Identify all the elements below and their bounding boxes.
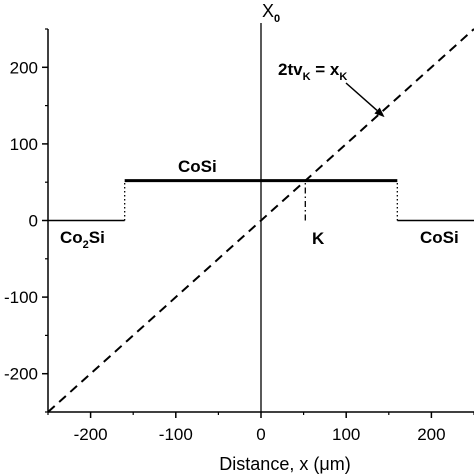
x-tick-label: -200 [74, 425, 108, 444]
y-tick-label: -100 [4, 288, 38, 307]
y-tick-label: 200 [10, 58, 38, 77]
top-x0-label: X0 [262, 1, 280, 25]
top-x0-sub: 0 [274, 13, 280, 25]
annotation-arrow [345, 82, 378, 112]
x-tick-label: 0 [256, 425, 265, 444]
eq-sub2: K [339, 71, 347, 83]
eq-2tv: 2tv [278, 60, 303, 79]
cosi-right-label: CoSi [420, 228, 459, 247]
x-axis-title: Distance, x (μm) [219, 454, 350, 474]
cosi-top-label: CoSi [178, 157, 217, 176]
marker-layer [124, 23, 398, 412]
eq-eq: = x [311, 60, 340, 79]
y-tick-label: 0 [29, 212, 38, 231]
top-x0-main: X [262, 1, 274, 21]
co2si-sub: 2 [83, 239, 89, 251]
x-tick-label: 200 [417, 425, 445, 444]
x-tick-label: -100 [159, 425, 193, 444]
y-tick-label: -200 [4, 365, 38, 384]
co2si-rest: Si [89, 228, 105, 247]
k-label: K [312, 229, 325, 248]
co2si-main: Co [60, 228, 83, 247]
y-tick-label: 100 [10, 135, 38, 154]
equation-label: 2tvK = xK [278, 60, 347, 83]
eq-sub1: K [303, 71, 311, 83]
x-tick-label: 100 [332, 425, 360, 444]
co2si-label: Co2Si [60, 228, 105, 251]
annotation-arrowhead [374, 107, 385, 118]
ticks: -200 -100 0 100 200 -200 -100 0 100 200 [4, 28, 474, 444]
